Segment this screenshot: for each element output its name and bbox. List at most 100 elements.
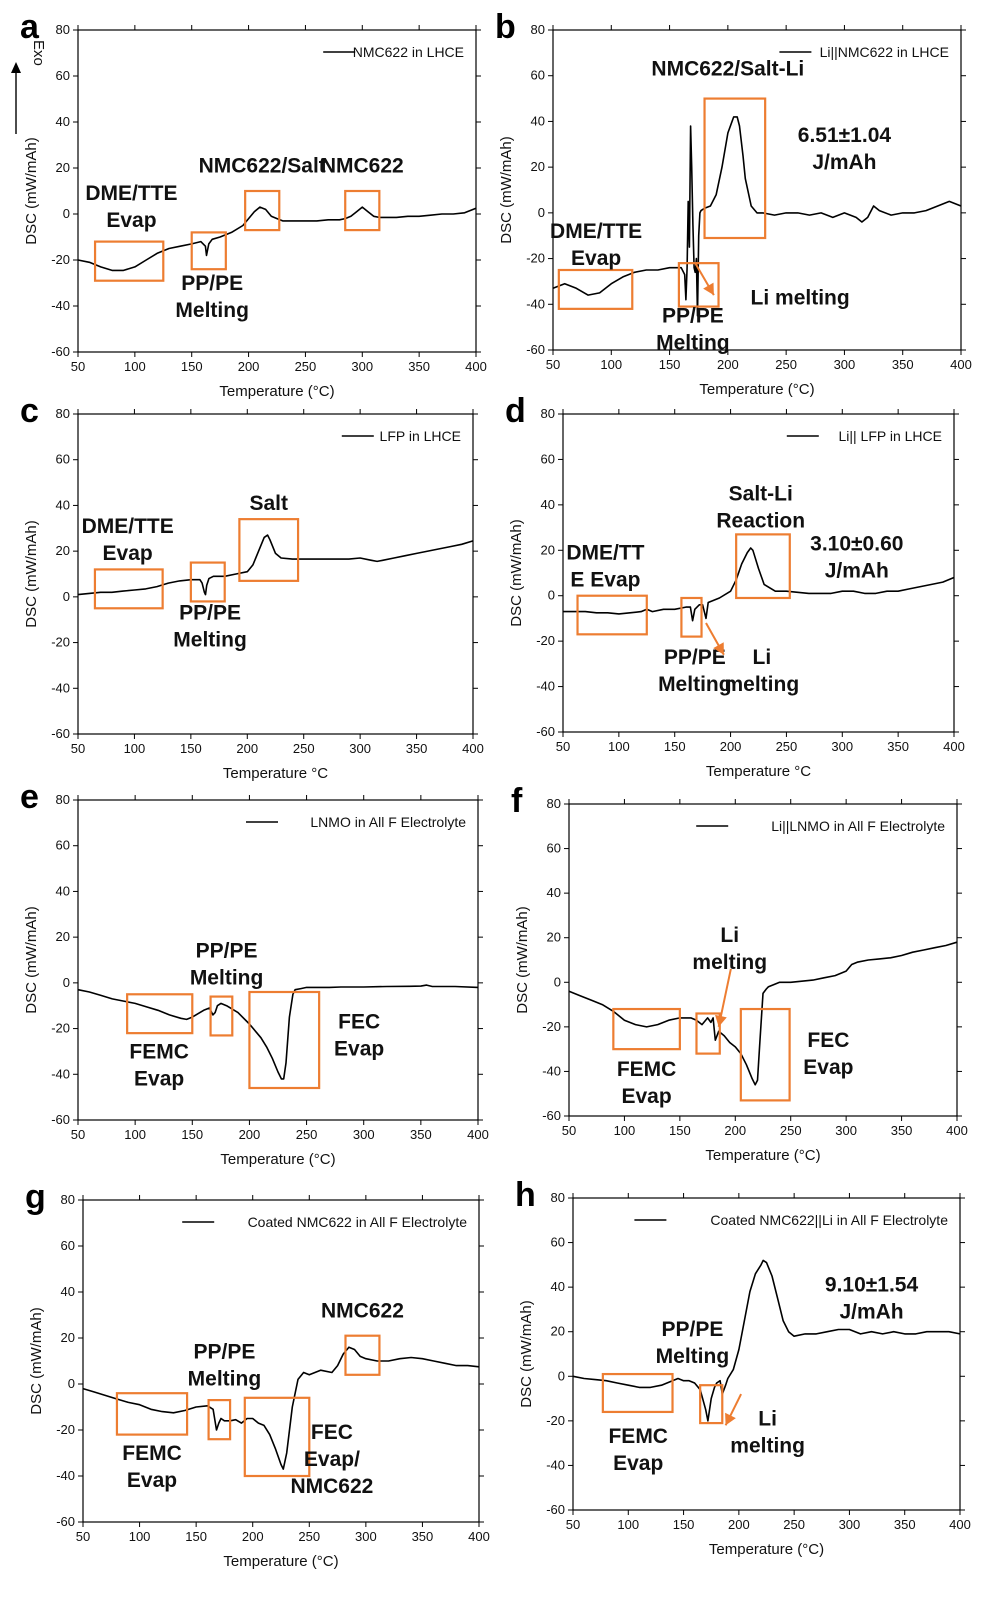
annotation-text: FEC Evap/NMC622	[290, 1421, 373, 1498]
y-tick-label: 0	[554, 974, 561, 989]
y-tick-label: -40	[56, 1468, 75, 1483]
y-tick-label: 0	[558, 1368, 565, 1383]
y-tick-label: 60	[56, 68, 70, 83]
panel-e: e 50 100 150 200 250 300 350 400 -60 -40 -20 0 20 40 60…	[20, 778, 489, 1168]
x-tick-label: 50	[71, 1127, 85, 1142]
x-tick-label: 400	[943, 739, 965, 754]
x-tick-label: 300	[349, 741, 371, 756]
annotation-text: NMC622/Salt	[199, 155, 326, 178]
annotation-text: NMC622/Salt-Li	[651, 58, 804, 81]
x-tick-label: 100	[129, 1529, 151, 1544]
annotation-line: Evap	[803, 1056, 853, 1079]
panel-label-f: f	[511, 782, 523, 820]
x-tick-label: 400	[465, 359, 487, 374]
annotation-line: Melting	[190, 967, 264, 990]
y-tick-label: -40	[536, 679, 555, 694]
highlight-box	[238, 518, 300, 582]
x-tick-label: 200	[236, 741, 258, 756]
arrow-head	[725, 1412, 736, 1426]
x-tick-label: 100	[124, 1127, 146, 1142]
annotation-text: Li melting	[725, 646, 800, 696]
annotation-line: NMC622	[321, 1299, 404, 1322]
y-tick-label: 40	[56, 883, 70, 898]
y-tick-label: 80	[56, 22, 70, 37]
y-tick-label: 60	[56, 838, 70, 853]
y-tick-label: -40	[51, 298, 70, 313]
highlight-box	[115, 1392, 189, 1436]
x-tick-label: 300	[834, 357, 856, 372]
highlight-box	[739, 1007, 791, 1102]
panel-c: c 50 100 150 200 250 300 350 400 -60 -40 -20 0 20 40 60…	[20, 392, 484, 782]
panel-label-e: e	[20, 778, 39, 816]
annotation-text: DME/TTE Evap	[550, 220, 642, 270]
x-tick-label: 50	[71, 741, 85, 756]
y-tick-label: 40	[547, 885, 561, 900]
x-tick-label: 300	[355, 1529, 377, 1544]
highlight-box	[209, 995, 234, 1037]
highlight-box	[244, 189, 281, 232]
highlight-box	[735, 533, 791, 600]
annotation-line: DME/TTE	[550, 220, 642, 243]
annotation-line: 9.10±1.54	[825, 1274, 919, 1297]
y-tick-label: -20	[542, 1019, 561, 1034]
annotation-line: Li	[753, 646, 772, 669]
panel-h: h 50 100 150 200 250 300 350 400 -60 -40 -20 0 20 40 60…	[515, 1176, 971, 1558]
x-axis-label: Temperature (°C)	[699, 381, 814, 398]
x-tick-label: 400	[468, 1529, 490, 1544]
x-axis-label: Temperature (°C)	[219, 383, 334, 400]
x-tick-label: 150	[180, 741, 202, 756]
panel-label-d: d	[505, 392, 526, 430]
exo-arrow-head	[11, 62, 21, 73]
y-tick-label: 80	[531, 22, 545, 37]
annotation-text: NMC622	[321, 155, 404, 178]
exo-indicator: Exo	[11, 40, 47, 134]
x-tick-label: 200	[724, 1123, 746, 1138]
annotation-line: PP/PE	[196, 940, 258, 963]
x-tick-label: 250	[783, 1517, 805, 1532]
annotation-line: Salt-Li	[729, 482, 793, 505]
plot-frame	[572, 1197, 961, 1511]
highlight-box	[680, 596, 703, 638]
x-tick-label: 400	[950, 357, 972, 372]
y-tick-label: 60	[61, 1238, 75, 1253]
y-tick-label: -20	[536, 633, 555, 648]
annotation-line: NMC622/Salt	[199, 155, 326, 178]
annotation-line: FEMC	[608, 1425, 668, 1448]
x-tick-label: 200	[720, 739, 742, 754]
annotation-line: J/mAh	[812, 151, 876, 174]
highlight-box	[190, 231, 227, 271]
annotation-text: Li melting	[730, 1407, 805, 1457]
x-axis-label: Temperature °C	[223, 765, 328, 782]
y-tick-label: 40	[531, 113, 545, 128]
exo-label: Exo	[30, 40, 47, 66]
y-tick-label: -60	[56, 1514, 75, 1529]
annotation-line: PP/PE	[662, 305, 724, 328]
annotation-text: FEMC Evap	[122, 1442, 182, 1492]
panels: a50 100 150 200 250 300 350 400-60-40-200204060…	[20, 8, 972, 1570]
legend-label: Li||LNMO in All F Electrolyte	[771, 818, 945, 834]
x-tick-label: 50	[76, 1529, 90, 1544]
panel-d: d 50 100 150 200 250 300 350 400 -60 -40 -20 0 20 40 60…	[505, 392, 965, 780]
y-tick-label: 0	[538, 205, 545, 220]
annotation-line: Evap	[621, 1085, 671, 1108]
annotation-line: Melting	[173, 629, 247, 652]
x-tick-label: 150	[185, 1529, 207, 1544]
highlight-box	[557, 268, 634, 310]
annotation-text: PP/PE Melting	[173, 602, 247, 652]
x-tick-label: 100	[600, 357, 622, 372]
x-tick-label: 200	[242, 1529, 264, 1544]
plot-frame	[77, 29, 477, 353]
annotation-line: FEMC	[122, 1442, 182, 1465]
y-tick-label: -20	[56, 1422, 75, 1437]
y-tick-label: -40	[542, 1063, 561, 1078]
annotation-text: NMC622	[321, 1299, 404, 1322]
dsc-curve	[552, 116, 962, 317]
annotation-text: PP/PE Melting	[658, 646, 732, 696]
legend-label: NMC622 in LHCE	[353, 44, 464, 60]
annotation-text: DME/TTE Evap	[82, 515, 174, 565]
y-tick-label: -60	[542, 1108, 561, 1123]
legend-label: LFP in LHCE	[380, 428, 461, 444]
y-tick-label: 80	[56, 792, 70, 807]
annotation-text: DME/TT E Evap	[566, 541, 644, 591]
x-tick-label: 50	[566, 1517, 580, 1532]
